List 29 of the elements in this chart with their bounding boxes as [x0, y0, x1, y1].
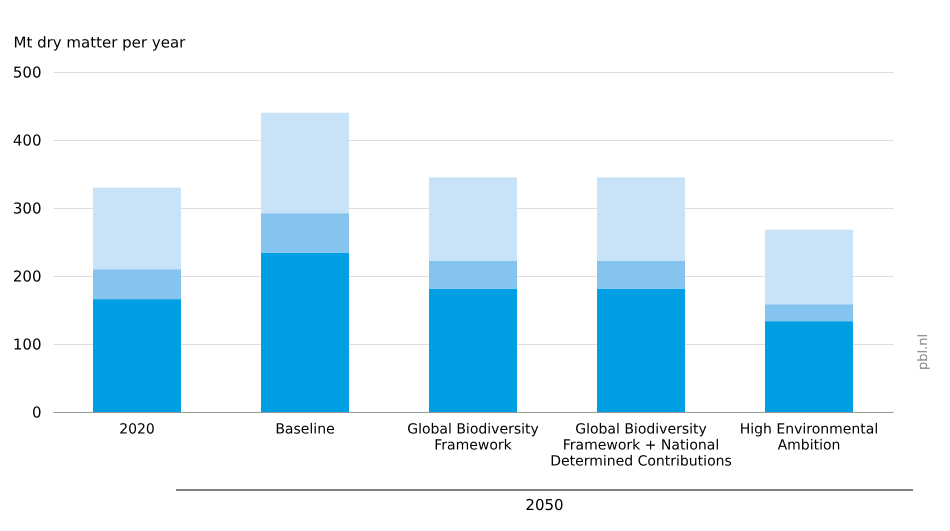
y-tick-label: 400: [12, 132, 42, 150]
bar: [261, 112, 349, 214]
x-tick-label: Global Biodiversity Framework + National Determined Contributions: [550, 422, 732, 470]
bar: [765, 230, 853, 305]
bar: [429, 288, 517, 412]
x-tick-label: High Environmental Ambition: [740, 422, 878, 454]
bar: [429, 261, 517, 289]
y-tick-label: 500: [12, 64, 42, 82]
text: 2050: [525, 496, 564, 514]
bar: [765, 322, 853, 412]
text: pbl.nl: [916, 334, 931, 370]
x-tick-label: 2020: [119, 422, 155, 438]
bar: [597, 177, 685, 262]
y-axis-title: Mt dry matter per year: [14, 34, 186, 52]
x-tick-label: Global Biodiversity Framework: [407, 422, 539, 454]
bar: [93, 269, 181, 300]
bar: [261, 213, 349, 253]
x-tick-label: Baseline: [275, 422, 335, 438]
y-tick-label: 100: [12, 336, 42, 354]
bar: [93, 188, 181, 270]
bar: [597, 288, 685, 412]
y-tick-label: 0: [32, 404, 42, 422]
y-tick-label: 200: [12, 268, 42, 286]
bar: [93, 299, 181, 412]
bar: [261, 252, 349, 412]
bar: [765, 304, 853, 322]
bar: [597, 261, 685, 289]
y-tick-label: 300: [12, 200, 42, 218]
bar: [429, 177, 517, 262]
